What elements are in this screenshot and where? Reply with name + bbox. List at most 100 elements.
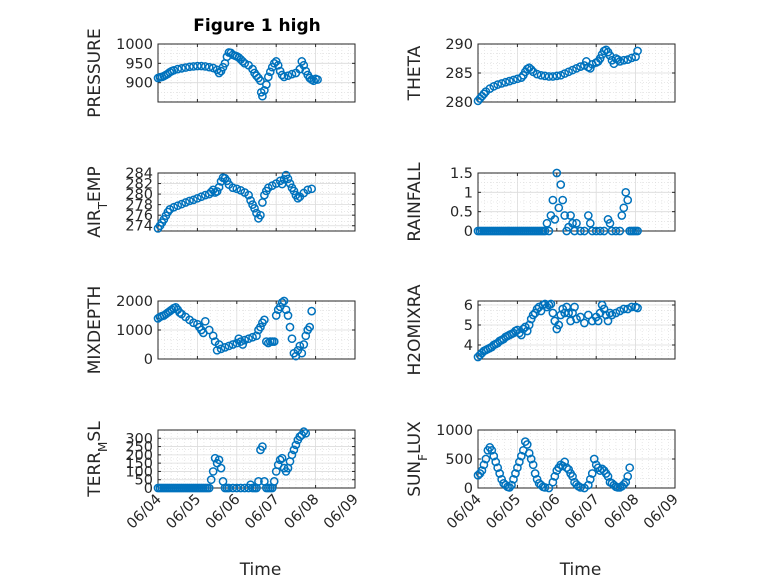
y-tick-label: 950 [125,56,153,72]
data-point [214,455,224,465]
data-point [275,455,285,465]
data-point [509,75,518,85]
data-point [307,306,317,316]
data-point [489,451,499,461]
data-point [189,195,198,205]
data-point [256,76,265,86]
data-point [193,193,202,203]
data-point [548,195,558,205]
data-point [619,480,629,489]
data-point [185,196,194,206]
data-point [204,483,214,493]
data-point [277,298,287,307]
data-point [625,463,635,473]
data-point [568,218,577,228]
data-point [477,466,487,475]
data-point [550,215,560,224]
data-point [560,69,570,78]
data-point [260,86,269,95]
data-point [208,467,218,476]
data-point [576,312,585,322]
data-point [293,193,303,203]
data-point [287,450,297,460]
series-markers [473,299,642,362]
series-markers [473,168,642,236]
data-point [246,196,255,205]
data-point [548,72,558,81]
y-tick-label: 1000 [116,323,153,339]
data-point [271,311,281,320]
data-point [621,187,631,197]
data-point [615,57,625,66]
y-tick-label: 282 [125,177,153,193]
data-point [515,457,524,467]
y-tick-label: 278 [125,198,153,214]
data-point [289,445,299,455]
data-point [540,483,550,492]
data-point [244,334,253,344]
y-axis-label: SUNFLUX [405,421,430,497]
data-point [605,218,615,228]
data-point [196,192,206,202]
data-point [173,201,183,211]
data-point [633,226,642,236]
y-tick-label: 285 [445,66,473,82]
data-point [587,469,597,478]
axes-box [157,43,356,103]
data-point [617,211,627,220]
data-point [583,211,593,220]
data-point [615,226,625,236]
data-point [479,460,489,470]
y-axis-label: THETA [405,45,425,101]
y-tick-label: 300 [125,431,153,447]
data-point [228,183,238,193]
data-point [307,184,317,194]
y-tick-label: 500 [445,452,473,468]
data-point [511,469,520,478]
y-axis-label: MIXDEPTH [85,286,105,375]
data-point [305,322,315,332]
data-point [501,77,510,87]
data-point [560,211,570,220]
data-point [633,46,642,56]
data-point [497,474,506,484]
data-point [479,89,489,99]
data-point [299,60,309,70]
data-point [516,451,526,461]
data-point [263,72,273,82]
data-point [544,226,554,236]
data-point [558,195,568,205]
data-point [585,64,595,73]
data-point [526,454,536,464]
data-point [252,331,261,341]
data-point [493,80,503,89]
y-tick-label: 50 [135,473,153,489]
y-axis-label: H2OMIXRA [405,284,425,375]
data-point [256,210,265,220]
data-point [623,472,633,481]
y-tick-label: 0 [144,481,153,497]
data-point [564,465,573,474]
data-point [258,442,267,451]
data-point [244,190,253,200]
data-point [299,427,309,437]
y-tick-label: 900 [125,76,153,92]
data-point [507,480,516,490]
data-point [232,338,242,348]
data-point [631,52,640,62]
data-point [287,334,297,344]
data-point [260,190,269,200]
y-tick-label: 4 [464,338,473,354]
data-point [212,345,222,355]
series-markers [153,48,322,101]
data-point [208,331,218,341]
data-point [206,187,216,197]
y-tick-label: 276 [125,208,153,224]
data-point [181,63,190,72]
data-point [177,199,186,209]
data-point [516,73,526,82]
data-point [613,55,623,65]
data-point [200,62,210,71]
data-point [585,474,595,484]
series-markers [153,170,317,233]
